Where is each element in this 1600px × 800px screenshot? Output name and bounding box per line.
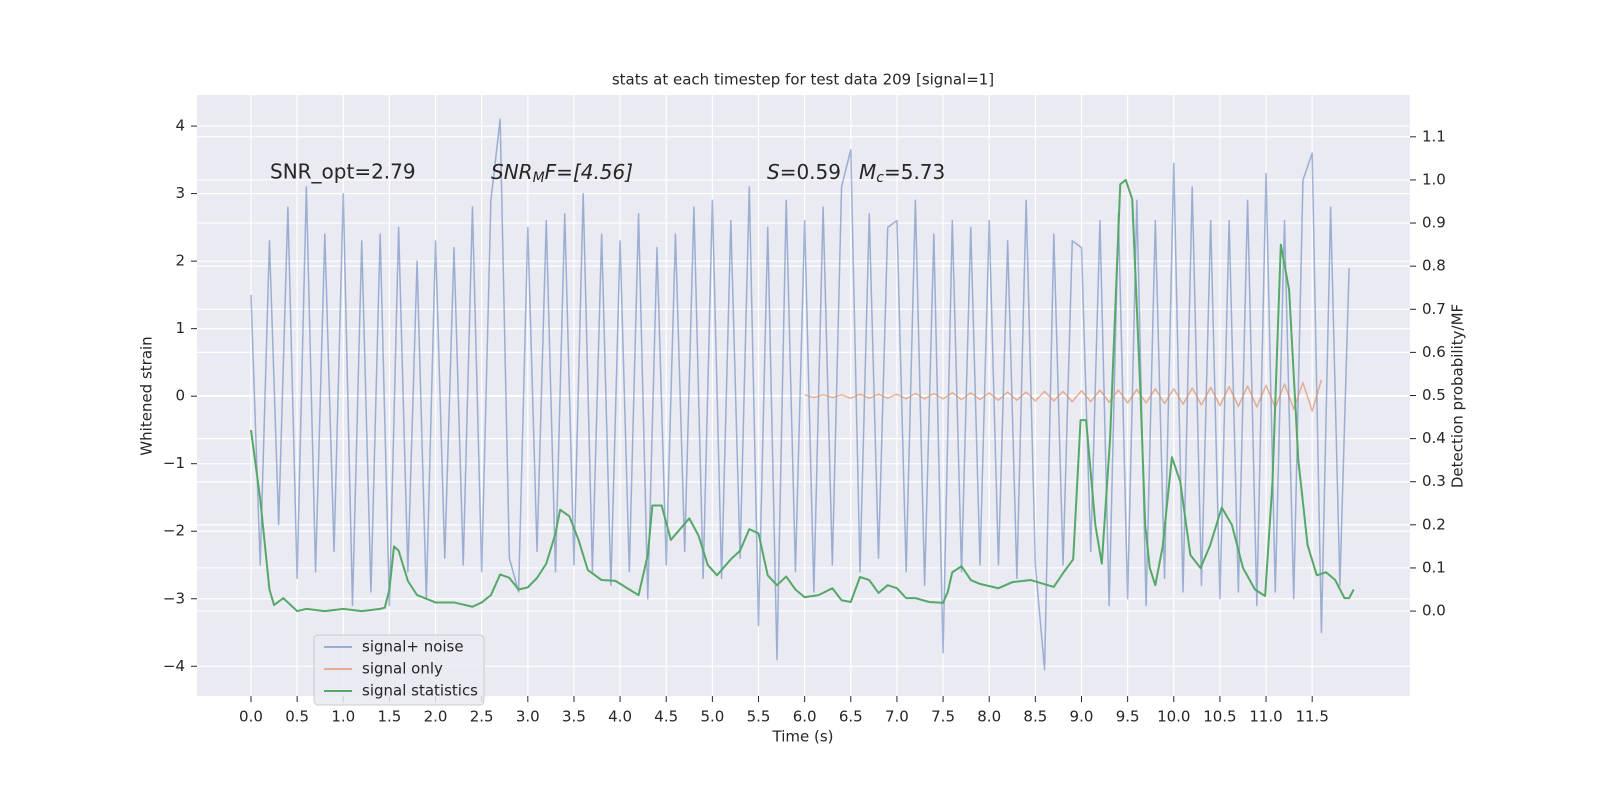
y-tick-label: −1 [163, 454, 185, 472]
x-tick-label: 11.0 [1249, 708, 1282, 726]
y-tick-label: −3 [163, 589, 185, 607]
x-tick-label: 10.5 [1203, 708, 1236, 726]
x-tick-label: 10.0 [1157, 708, 1190, 726]
annotation-part: =5.73 [884, 160, 945, 184]
annotation: S=0.59 [767, 160, 841, 184]
x-tick-label: 2.5 [470, 708, 494, 726]
x-tick-label: 11.5 [1295, 708, 1328, 726]
annotation: SNRMF=[4.56] [491, 160, 633, 187]
chart-title: stats at each timestep for test data 209… [612, 71, 994, 89]
y2-tick-label: 0.7 [1422, 300, 1446, 318]
annotation-part: S [767, 160, 780, 184]
legend-label: signal only [362, 660, 443, 678]
y-axis-label: Whitened strain [138, 336, 156, 455]
y-tick-label: 2 [175, 252, 185, 270]
x-tick-label: 4.5 [654, 708, 678, 726]
x-tick-label: 7.5 [931, 708, 955, 726]
y-tick-label: 1 [175, 319, 185, 337]
x-tick-label: 5.5 [747, 708, 771, 726]
annotation-part: M [533, 170, 545, 186]
y2-tick-label: 0.0 [1422, 602, 1446, 620]
y-tick-label: 0 [175, 387, 185, 405]
y2-tick-label: 0.1 [1422, 558, 1446, 576]
annotation-part: M [859, 160, 876, 184]
legend-box [313, 634, 485, 706]
series-line [249, 178, 1355, 613]
annotation-part: c [876, 170, 884, 186]
y2-tick-label: 1.1 [1422, 127, 1446, 145]
x-tick-label: 6.0 [793, 708, 817, 726]
x-tick-label: 4.0 [608, 708, 632, 726]
y2-tick-label: 0.9 [1422, 214, 1446, 232]
y-tick-label: 4 [175, 117, 185, 135]
x-tick-label: 1.0 [331, 708, 355, 726]
x-tick-label: 8.0 [977, 708, 1001, 726]
x-tick-label: 0.5 [285, 708, 309, 726]
y2-axis-label: Detection probability/MF [1449, 304, 1467, 488]
x-tick-label: 3.5 [562, 708, 586, 726]
x-tick-label: 0.0 [239, 708, 263, 726]
y2-tick-label: 0.8 [1422, 257, 1446, 275]
y2-tick-label: 0.3 [1422, 472, 1446, 490]
annotation-part: =0.59 [780, 160, 841, 184]
y-tick-label: −2 [163, 522, 185, 540]
y2-tick-label: 0.4 [1422, 429, 1446, 447]
annotation-part: F=[4.56] [545, 160, 633, 184]
y2-tick-label: 0.2 [1422, 515, 1446, 533]
x-tick-label: 7.0 [885, 708, 909, 726]
y2-tick-label: 0.6 [1422, 343, 1446, 361]
x-tick-label: 1.5 [377, 708, 401, 726]
annotation: SNR_opt=2.79 [270, 160, 416, 184]
y-tick-label: 3 [175, 184, 185, 202]
x-tick-label: 2.0 [424, 708, 448, 726]
y2-tick-label: 1.0 [1422, 170, 1446, 188]
x-tick-label: 3.0 [516, 708, 540, 726]
annotation: Mc=5.73 [859, 160, 945, 187]
x-tick-label: 5.0 [700, 708, 724, 726]
x-tick-label: 9.5 [1116, 708, 1140, 726]
y-tick-label: −4 [163, 657, 185, 675]
legend-label: signal statistics [362, 682, 478, 700]
x-axis-label: Time (s) [772, 728, 834, 746]
y2-tick-label: 0.5 [1422, 386, 1446, 404]
legend-label: signal+ noise [362, 638, 464, 656]
annotation-part: SNR [491, 160, 533, 184]
series-line [804, 379, 1323, 412]
x-tick-label: 9.0 [1070, 708, 1094, 726]
x-tick-label: 8.5 [1023, 708, 1047, 726]
x-tick-label: 6.5 [839, 708, 863, 726]
